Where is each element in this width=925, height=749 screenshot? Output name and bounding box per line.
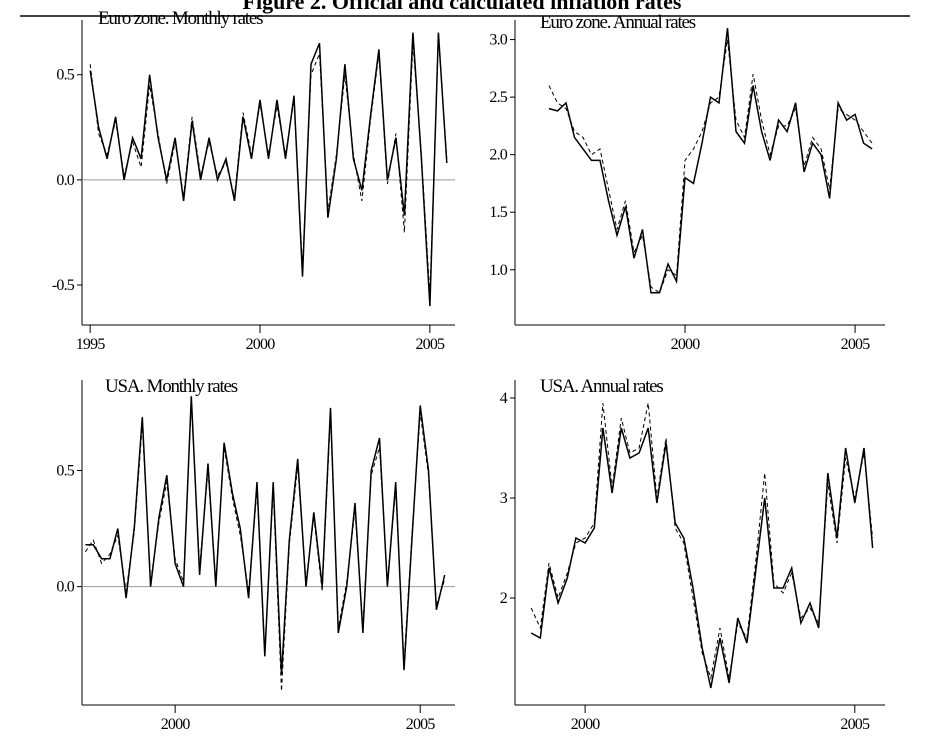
y-tick-label: 0.0 [56,579,74,596]
y-tick-label: 1.5 [489,204,507,221]
y-tick-label: 4 [500,390,508,407]
y-tick-label: 0.5 [56,67,74,84]
solid-line [89,32,448,307]
panel-title: USA. Annual rates [540,376,663,397]
y-tick-label: 2.0 [489,147,507,164]
y-tick-label: 0.0 [56,172,74,189]
y-tick-label: 1.0 [489,262,507,279]
solid-line [85,396,446,675]
y-tick-label: 0.5 [56,463,74,480]
dashed-line [548,39,873,294]
panel-title: Euro zone. Annual rates [540,12,696,33]
x-tick-label: 2000 [161,716,191,733]
dashed-line [530,402,874,680]
dashed-line [89,36,448,296]
x-tick-label: 2000 [246,336,276,353]
solid-line [548,28,873,294]
y-tick-label: 2 [500,590,508,607]
y-tick-label: 3.0 [489,32,507,49]
x-tick-label: 2000 [671,336,701,353]
y-tick-label: -0.5 [52,277,75,294]
panel-title: Euro zone. Monthly rates [98,8,263,29]
x-tick-label: 2005 [406,716,436,733]
solid-line [530,427,874,689]
x-tick-label: 2005 [841,336,871,353]
panel-title: USA. Monthly rates [105,376,238,397]
figure-title: Figure 2. Official and calculated inflat… [243,0,682,14]
y-tick-label: 3 [500,490,508,507]
dashed-line [84,400,446,692]
x-tick-label: 1995 [76,336,106,353]
x-tick-label: 2000 [571,716,601,733]
x-tick-label: 2005 [840,716,870,733]
x-tick-label: 2005 [415,336,445,353]
y-tick-label: 2.5 [489,89,507,106]
